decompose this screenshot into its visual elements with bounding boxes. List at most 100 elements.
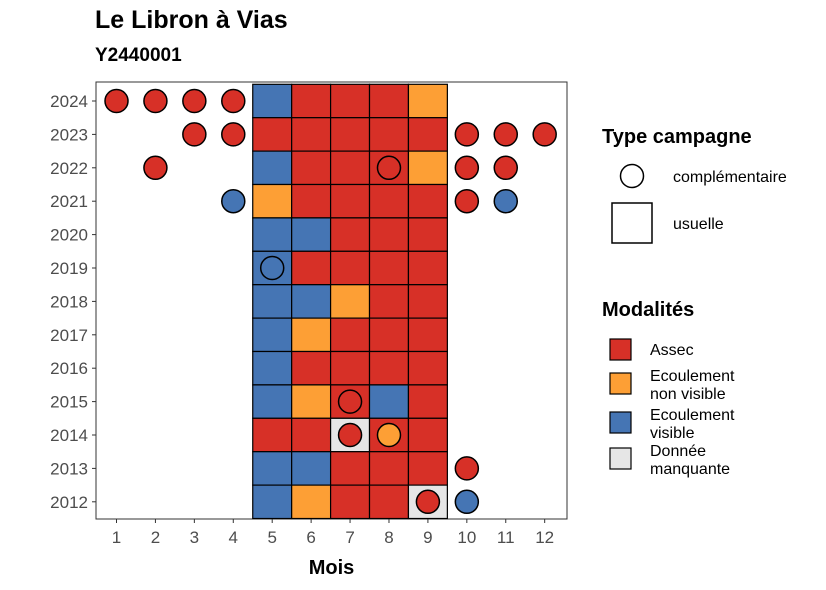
tile-2021-5 bbox=[252, 183, 293, 219]
legend-circle-icon bbox=[619, 163, 645, 189]
tile-2016-8 bbox=[368, 350, 410, 386]
tile-2019-6 bbox=[291, 250, 332, 286]
legend-key-label: Ecoulement bbox=[650, 368, 735, 385]
point-2012-10 bbox=[454, 489, 480, 515]
point-2023-11 bbox=[493, 122, 519, 147]
x-axis-title: Mois bbox=[309, 557, 355, 579]
tile-2019-9 bbox=[407, 250, 448, 286]
legend-type-label: complémentaire bbox=[673, 169, 787, 186]
point-2022-11 bbox=[493, 155, 519, 181]
point-2023-10 bbox=[454, 122, 480, 147]
tile-2019-7 bbox=[329, 250, 371, 286]
legend-key-label: visible bbox=[650, 425, 695, 442]
point-2024-4 bbox=[221, 88, 246, 114]
legend-key-swatch bbox=[609, 338, 632, 361]
tile-2018-8 bbox=[368, 284, 410, 319]
tile-2014-5 bbox=[252, 417, 293, 453]
point-2014-8 bbox=[376, 422, 402, 448]
tile-2015-9 bbox=[407, 384, 448, 419]
tile-2013-6 bbox=[291, 451, 332, 486]
legend-type-title: Type campagne bbox=[602, 126, 752, 148]
point-2023-3 bbox=[182, 122, 207, 147]
tile-2023-9 bbox=[407, 117, 448, 152]
tile-2018-6 bbox=[291, 284, 332, 319]
legend-key-label: Ecoulement bbox=[650, 407, 735, 424]
tile-2017-7 bbox=[329, 317, 371, 353]
point-2019-5 bbox=[259, 255, 285, 281]
x-tick-label: 1 bbox=[112, 528, 121, 547]
tile-2015-6 bbox=[291, 384, 332, 419]
tile-2012-8 bbox=[368, 484, 410, 520]
y-tick-label: 2022 bbox=[50, 159, 88, 178]
point-2021-4 bbox=[221, 188, 246, 214]
point-2022-8 bbox=[376, 155, 402, 181]
y-tick-label: 2018 bbox=[50, 292, 88, 311]
legend-type-label: usuelle bbox=[673, 216, 724, 233]
tile-2022-6 bbox=[291, 150, 332, 186]
tile-2013-9 bbox=[407, 451, 448, 486]
tile-2013-7 bbox=[329, 451, 371, 486]
x-tick-label: 9 bbox=[423, 528, 432, 547]
tile-2015-5 bbox=[252, 384, 293, 419]
tile-2016-6 bbox=[291, 350, 332, 386]
y-tick-label: 2020 bbox=[50, 226, 88, 245]
tile-2018-5 bbox=[252, 284, 293, 319]
tile-2024-6 bbox=[291, 83, 332, 119]
y-tick-label: 2017 bbox=[50, 326, 88, 345]
legend-key-label: Assec bbox=[650, 342, 694, 359]
tile-2022-9 bbox=[407, 150, 448, 186]
tile-2018-7 bbox=[329, 284, 371, 319]
tile-2020-9 bbox=[407, 217, 448, 252]
x-tick-label: 2 bbox=[151, 528, 160, 547]
tile-2016-7 bbox=[329, 350, 371, 386]
point-2023-12 bbox=[532, 122, 557, 147]
x-tick-label: 5 bbox=[267, 528, 276, 547]
point-2022-2 bbox=[143, 155, 168, 181]
tile-2024-5 bbox=[252, 83, 293, 119]
tile-2012-6 bbox=[291, 484, 332, 520]
tile-2012-7 bbox=[329, 484, 371, 520]
tile-2012-5 bbox=[252, 484, 293, 520]
y-tick-label: 2019 bbox=[50, 259, 88, 278]
tile-2021-6 bbox=[291, 183, 332, 219]
chart-subtitle: Y2440001 bbox=[95, 45, 182, 66]
x-tick-label: 11 bbox=[497, 528, 515, 547]
tile-2023-6 bbox=[291, 117, 332, 152]
point-2014-7 bbox=[337, 422, 363, 448]
legend-key-swatch bbox=[609, 411, 632, 434]
tile-2015-8 bbox=[368, 384, 410, 419]
tile-2024-8 bbox=[368, 83, 410, 119]
tile-2020-6 bbox=[291, 217, 332, 252]
point-2024-2 bbox=[143, 88, 168, 114]
point-2021-10 bbox=[454, 188, 480, 214]
x-tick-label: 3 bbox=[190, 528, 199, 547]
tile-2021-9 bbox=[407, 183, 448, 219]
tile-2024-7 bbox=[329, 83, 371, 119]
point-2023-4 bbox=[221, 122, 246, 147]
x-tick-label: 10 bbox=[457, 528, 476, 547]
tile-2024-9 bbox=[407, 83, 448, 119]
y-tick-label: 2024 bbox=[50, 92, 88, 111]
tile-2017-9 bbox=[407, 317, 448, 353]
legend-key-label: non visible bbox=[650, 386, 726, 403]
chart-title: Le Libron à Vias bbox=[95, 6, 288, 34]
tile-2022-5 bbox=[252, 150, 293, 186]
tile-2023-8 bbox=[368, 117, 410, 152]
x-tick-label: 6 bbox=[306, 528, 315, 547]
tile-2013-5 bbox=[252, 451, 293, 486]
tile-2014-6 bbox=[291, 417, 332, 453]
tile-2020-5 bbox=[252, 217, 293, 252]
tile-2014-9 bbox=[407, 417, 448, 453]
tile-2016-5 bbox=[252, 350, 293, 386]
point-2012-9 bbox=[415, 489, 441, 515]
legend-key-swatch bbox=[609, 447, 632, 470]
point-2022-10 bbox=[454, 155, 480, 181]
tile-2023-5 bbox=[252, 117, 293, 152]
tile-2016-9 bbox=[407, 350, 448, 386]
point-2021-11 bbox=[493, 188, 519, 214]
x-tick-label: 8 bbox=[384, 528, 393, 547]
y-tick-label: 2016 bbox=[50, 359, 88, 378]
y-tick-label: 2012 bbox=[50, 493, 88, 512]
tile-2017-8 bbox=[368, 317, 410, 353]
